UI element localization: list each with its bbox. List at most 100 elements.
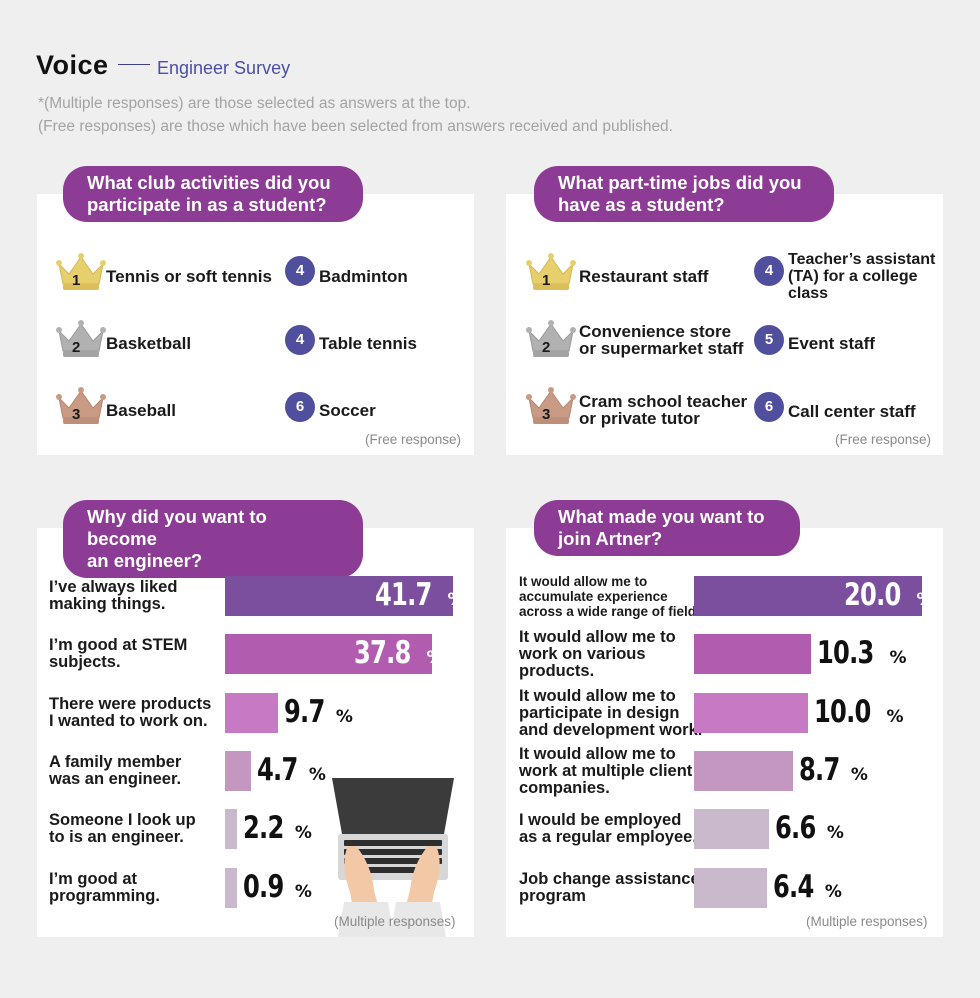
bar-value-number: 6.6 [775,810,816,846]
bar-value-unit: % [447,590,465,610]
bar [225,693,278,733]
bar-value-label: 2.2% [243,810,312,846]
bar-value-label: 10.0% [814,694,904,730]
jobs-rank-6-label: Call center staff [788,402,916,421]
bar-value-number: 20.0 [844,577,901,613]
jobs-rank-2-number: 2 [542,339,551,356]
silver-crown-icon [55,319,107,359]
bar [225,751,251,791]
bar-category-label: A family member was an engineer. [49,753,182,788]
jobs-question-pill: What part-time jobs did you have as a st… [534,166,834,222]
bar [694,634,811,674]
club-footnote: (Free response) [365,432,462,447]
bar-value-label: 4.7% [257,752,326,788]
bar-value-unit: % [308,765,326,785]
club-rank-3-number: 3 [72,406,81,423]
jobs-rank-1-label: Restaurant staff [579,267,709,286]
bar-category-label: Someone I look up to is an engineer. [49,811,196,846]
bar [225,868,237,908]
club-activities-panel [37,194,474,455]
page-title: Voice [36,50,109,80]
jobs-rank-4-label: Teacher’s assistant (TA) for a college c… [788,251,936,302]
bronze-crown-icon [55,386,107,426]
club-rank-4a-label: Badminton [319,267,408,286]
bar-category-label: I’ve always liked making things. [49,578,178,613]
club-rank-4b-label: Table tennis [319,334,417,353]
title-divider [118,64,150,65]
bar-category-label: There were products I wanted to work on. [49,695,212,730]
bronze-crown-icon [525,386,577,426]
silver-crown-icon [525,319,577,359]
club-rank-3-label: Baseball [106,401,176,420]
bar-value-label: 37.8% [354,635,444,671]
bar-value-label: 8.7% [799,752,868,788]
why-artner-question-pill: What made you want to join Artner? [534,500,800,556]
jobs-footnote: (Free response) [835,432,932,447]
bar [694,693,808,733]
rank-badge: 6 [285,392,315,422]
club-rank-6-label: Soccer [319,401,376,420]
bar [225,634,432,674]
jobs-rank-3-number: 3 [542,406,551,423]
jobs-rank-2-label: Convenience store or supermarket staff [579,322,744,358]
bar-value-number: 6.4 [773,869,814,905]
bar-value-label: 6.4% [773,869,842,905]
bar-value-unit: % [889,648,907,668]
bar-value-number: 2.2 [243,810,284,846]
bar [694,809,769,849]
note-multiple-responses: *(Multiple responses) are those selected… [38,95,471,112]
bar-value-number: 4.7 [257,752,298,788]
gold-crown-icon [55,252,107,292]
bar-value-number: 37.8 [354,635,411,671]
bar-value-unit: % [826,823,844,843]
bar-value-number: 8.7 [799,752,840,788]
bar [225,576,453,616]
bar-value-unit: % [294,823,312,843]
note-free-responses: (Free responses) are those which have be… [38,118,673,135]
club-rank-1-label: Tennis or soft tennis [106,267,272,286]
bar-value-number: 41.7 [375,577,432,613]
bar-value-unit: % [916,590,934,610]
bar-value-label: 20.0% [844,577,934,613]
bar [694,576,922,616]
rank-badge: 4 [285,256,315,286]
gold-crown-icon [525,252,577,292]
page-subtitle: Engineer Survey [157,58,291,78]
club-rank-1-number: 1 [72,272,81,289]
bar-value-number: 10.0 [814,694,871,730]
bar-value-unit: % [335,707,353,727]
part-time-jobs-panel [506,194,943,455]
bar-category-label: It would allow me to participate in desi… [519,686,703,739]
laptop-illustration [328,772,458,937]
bar-category-label: It would allow me to work at multiple cl… [519,744,693,797]
why-engineer-footnote: (Multiple responses) [334,914,456,929]
bar-value-unit: % [850,765,868,785]
bar-value-label: 0.9% [243,869,312,905]
club-rank-2-number: 2 [72,339,81,356]
why-artner-footnote: (Multiple responses) [806,914,928,929]
jobs-rank-5-label: Event staff [788,334,875,353]
bar-category-label: It would allow me to accumulate experien… [519,573,708,619]
bar-value-label: 10.3% [817,635,907,671]
bar-value-number: 0.9 [243,869,284,905]
jobs-rank-1-number: 1 [542,272,551,289]
bar-category-label: I’m good at programming. [49,870,160,905]
bar-category-label: I would be employed as a regular employe… [519,811,697,846]
bar-category-label: I’m good at STEM subjects. [49,636,188,671]
bar-value-number: 9.7 [284,694,325,730]
bar-value-unit: % [886,707,904,727]
bar [225,809,237,849]
bar-category-label: Job change assistance program [519,870,700,905]
rank-badge: 5 [754,325,784,355]
rank-badge: 4 [754,256,784,286]
bar-value-unit: % [426,648,444,668]
bar [694,751,793,791]
bar-value-label: 9.7% [284,694,353,730]
bar [694,868,767,908]
bar-value-label: 41.7% [375,577,465,613]
rank-badge: 4 [285,325,315,355]
why-engineer-question-pill: Why did you want to become an engineer? [63,500,363,578]
club-rank-2-label: Basketball [106,334,192,353]
jobs-rank-3-label: Cram school teacher or private tutor [579,392,748,428]
bar-value-label: 6.6% [775,810,844,846]
